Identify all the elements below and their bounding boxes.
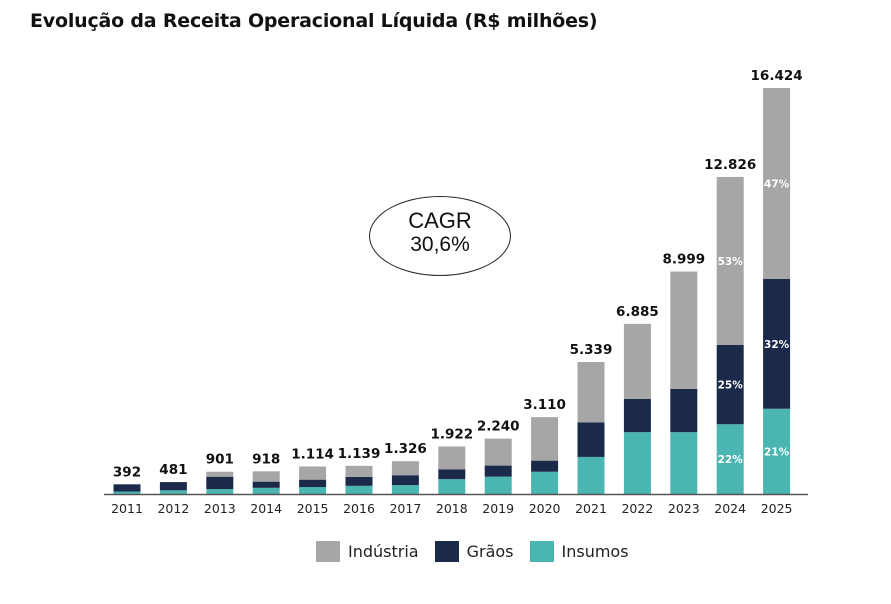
bar-industria-2017 xyxy=(391,461,419,476)
bar-graos-2019 xyxy=(484,465,512,477)
legend-label-insumos: Insumos xyxy=(561,542,629,561)
bar-graos-2020 xyxy=(531,460,559,472)
legend-item-graos: Grãos xyxy=(434,541,514,562)
x-tick-2015: 2015 xyxy=(297,501,329,516)
bar-graos-2011 xyxy=(113,484,141,492)
x-tick-2011: 2011 xyxy=(111,501,143,516)
bar-industria-2014 xyxy=(252,471,280,482)
bar-insumos-2011 xyxy=(113,491,141,494)
bar-industria-2025 xyxy=(763,88,791,279)
total-label-2016: 1.139 xyxy=(338,446,381,462)
x-tick-2021: 2021 xyxy=(575,501,607,516)
x-tick-2017: 2017 xyxy=(389,501,421,516)
bar-insumos-2017 xyxy=(391,485,419,494)
bar-insumos-2025 xyxy=(763,408,791,494)
segment-label-2025-0: 21% xyxy=(764,446,790,458)
bar-insumos-2022 xyxy=(623,432,651,494)
legend-swatch-insumos xyxy=(529,541,554,562)
x-tick-2023: 2023 xyxy=(668,501,700,516)
legend-item-industria: Indústria xyxy=(316,541,419,562)
bar-graos-2021 xyxy=(577,422,605,457)
total-label-2021: 5.339 xyxy=(570,342,613,358)
segment-label-2025-1: 32% xyxy=(764,339,790,351)
bar-insumos-2015 xyxy=(299,487,327,494)
total-label-2018: 1.922 xyxy=(430,426,473,442)
total-label-2023: 8.999 xyxy=(662,252,705,268)
bar-industria-2013 xyxy=(206,471,234,477)
x-tick-2016: 2016 xyxy=(343,501,375,516)
bar-insumos-2021 xyxy=(577,456,605,494)
legend-swatch-industria xyxy=(316,541,340,562)
segment-label-2024-0: 22% xyxy=(718,454,744,466)
total-label-2013: 901 xyxy=(206,452,234,468)
bar-graos-2015 xyxy=(299,479,327,488)
bar-insumos-2016 xyxy=(345,485,373,494)
legend-swatch-graos xyxy=(434,541,459,562)
bar-insumos-2018 xyxy=(438,479,466,494)
x-tick-2012: 2012 xyxy=(157,501,189,516)
total-label-2011: 392 xyxy=(113,464,141,480)
total-label-2024: 12.826 xyxy=(704,157,756,173)
bar-graos-2022 xyxy=(623,398,651,433)
bar-graos-2018 xyxy=(438,469,466,480)
total-label-2015: 1.114 xyxy=(291,446,334,462)
x-tick-2018: 2018 xyxy=(436,501,468,516)
bar-graos-2023 xyxy=(670,388,698,433)
total-label-2017: 1.326 xyxy=(384,441,427,457)
bar-insumos-2019 xyxy=(484,476,512,494)
legend-label-industria: Indústria xyxy=(348,542,419,561)
bar-industria-2021 xyxy=(577,362,605,423)
bars-layer xyxy=(113,88,791,494)
bar-industria-2023 xyxy=(670,271,698,389)
bar-graos-2017 xyxy=(391,475,419,486)
bar-graos-2025 xyxy=(763,278,791,409)
total-label-2014: 918 xyxy=(252,451,280,467)
cagr-value: 30,6% xyxy=(410,233,470,256)
bar-graos-2014 xyxy=(252,481,280,488)
cagr-annotation: CAGR 30,6% xyxy=(369,196,511,276)
bar-industria-2022 xyxy=(623,323,651,399)
segment-label-2024-1: 25% xyxy=(718,380,744,392)
total-label-2019: 2.240 xyxy=(477,419,520,435)
total-label-2022: 6.885 xyxy=(616,304,659,320)
total-label-2025: 16.424 xyxy=(751,68,803,84)
chart-title: Evolução da Receita Operacional Líquida … xyxy=(30,10,598,32)
bar-insumos-2014 xyxy=(252,487,280,494)
bar-industria-2020 xyxy=(531,417,559,461)
total-label-2020: 3.110 xyxy=(523,397,566,413)
bar-graos-2016 xyxy=(345,476,373,486)
bar-insumos-2013 xyxy=(206,489,234,494)
bar-insumos-2020 xyxy=(531,471,559,494)
segment-label-2025-2: 47% xyxy=(764,178,790,190)
x-tick-labels: 2011 2012 2013 2014 2015 2016 2017 2018 2019 2020… xyxy=(111,501,792,516)
bar-graos-2024 xyxy=(716,344,744,425)
legend-label-graos: Grãos xyxy=(466,542,514,561)
cagr-label: CAGR xyxy=(408,208,472,233)
x-tick-2014: 2014 xyxy=(250,501,282,516)
x-tick-2020: 2020 xyxy=(529,501,561,516)
bar-insumos-2023 xyxy=(670,432,698,494)
bar-graos-2012 xyxy=(159,482,187,491)
bar-industria-2019 xyxy=(484,438,512,466)
bar-graos-2013 xyxy=(206,476,234,490)
x-tick-2022: 2022 xyxy=(621,501,653,516)
total-label-2012: 481 xyxy=(159,462,187,478)
segment-label-2024-2: 53% xyxy=(718,256,744,268)
x-tick-2025: 2025 xyxy=(761,501,793,516)
bar-industria-2018 xyxy=(438,446,466,470)
legend-item-insumos: Insumos xyxy=(529,541,629,562)
legend: Indústria Grãos Insumos xyxy=(316,541,645,562)
x-tick-2019: 2019 xyxy=(482,501,514,516)
bar-industria-2024 xyxy=(716,176,744,345)
bar-industria-2015 xyxy=(299,466,327,480)
bar-insumos-2024 xyxy=(716,424,744,494)
x-tick-2013: 2013 xyxy=(204,501,236,516)
bar-insumos-2012 xyxy=(159,490,187,494)
bar-industria-2016 xyxy=(345,465,373,477)
x-tick-2024: 2024 xyxy=(714,501,746,516)
